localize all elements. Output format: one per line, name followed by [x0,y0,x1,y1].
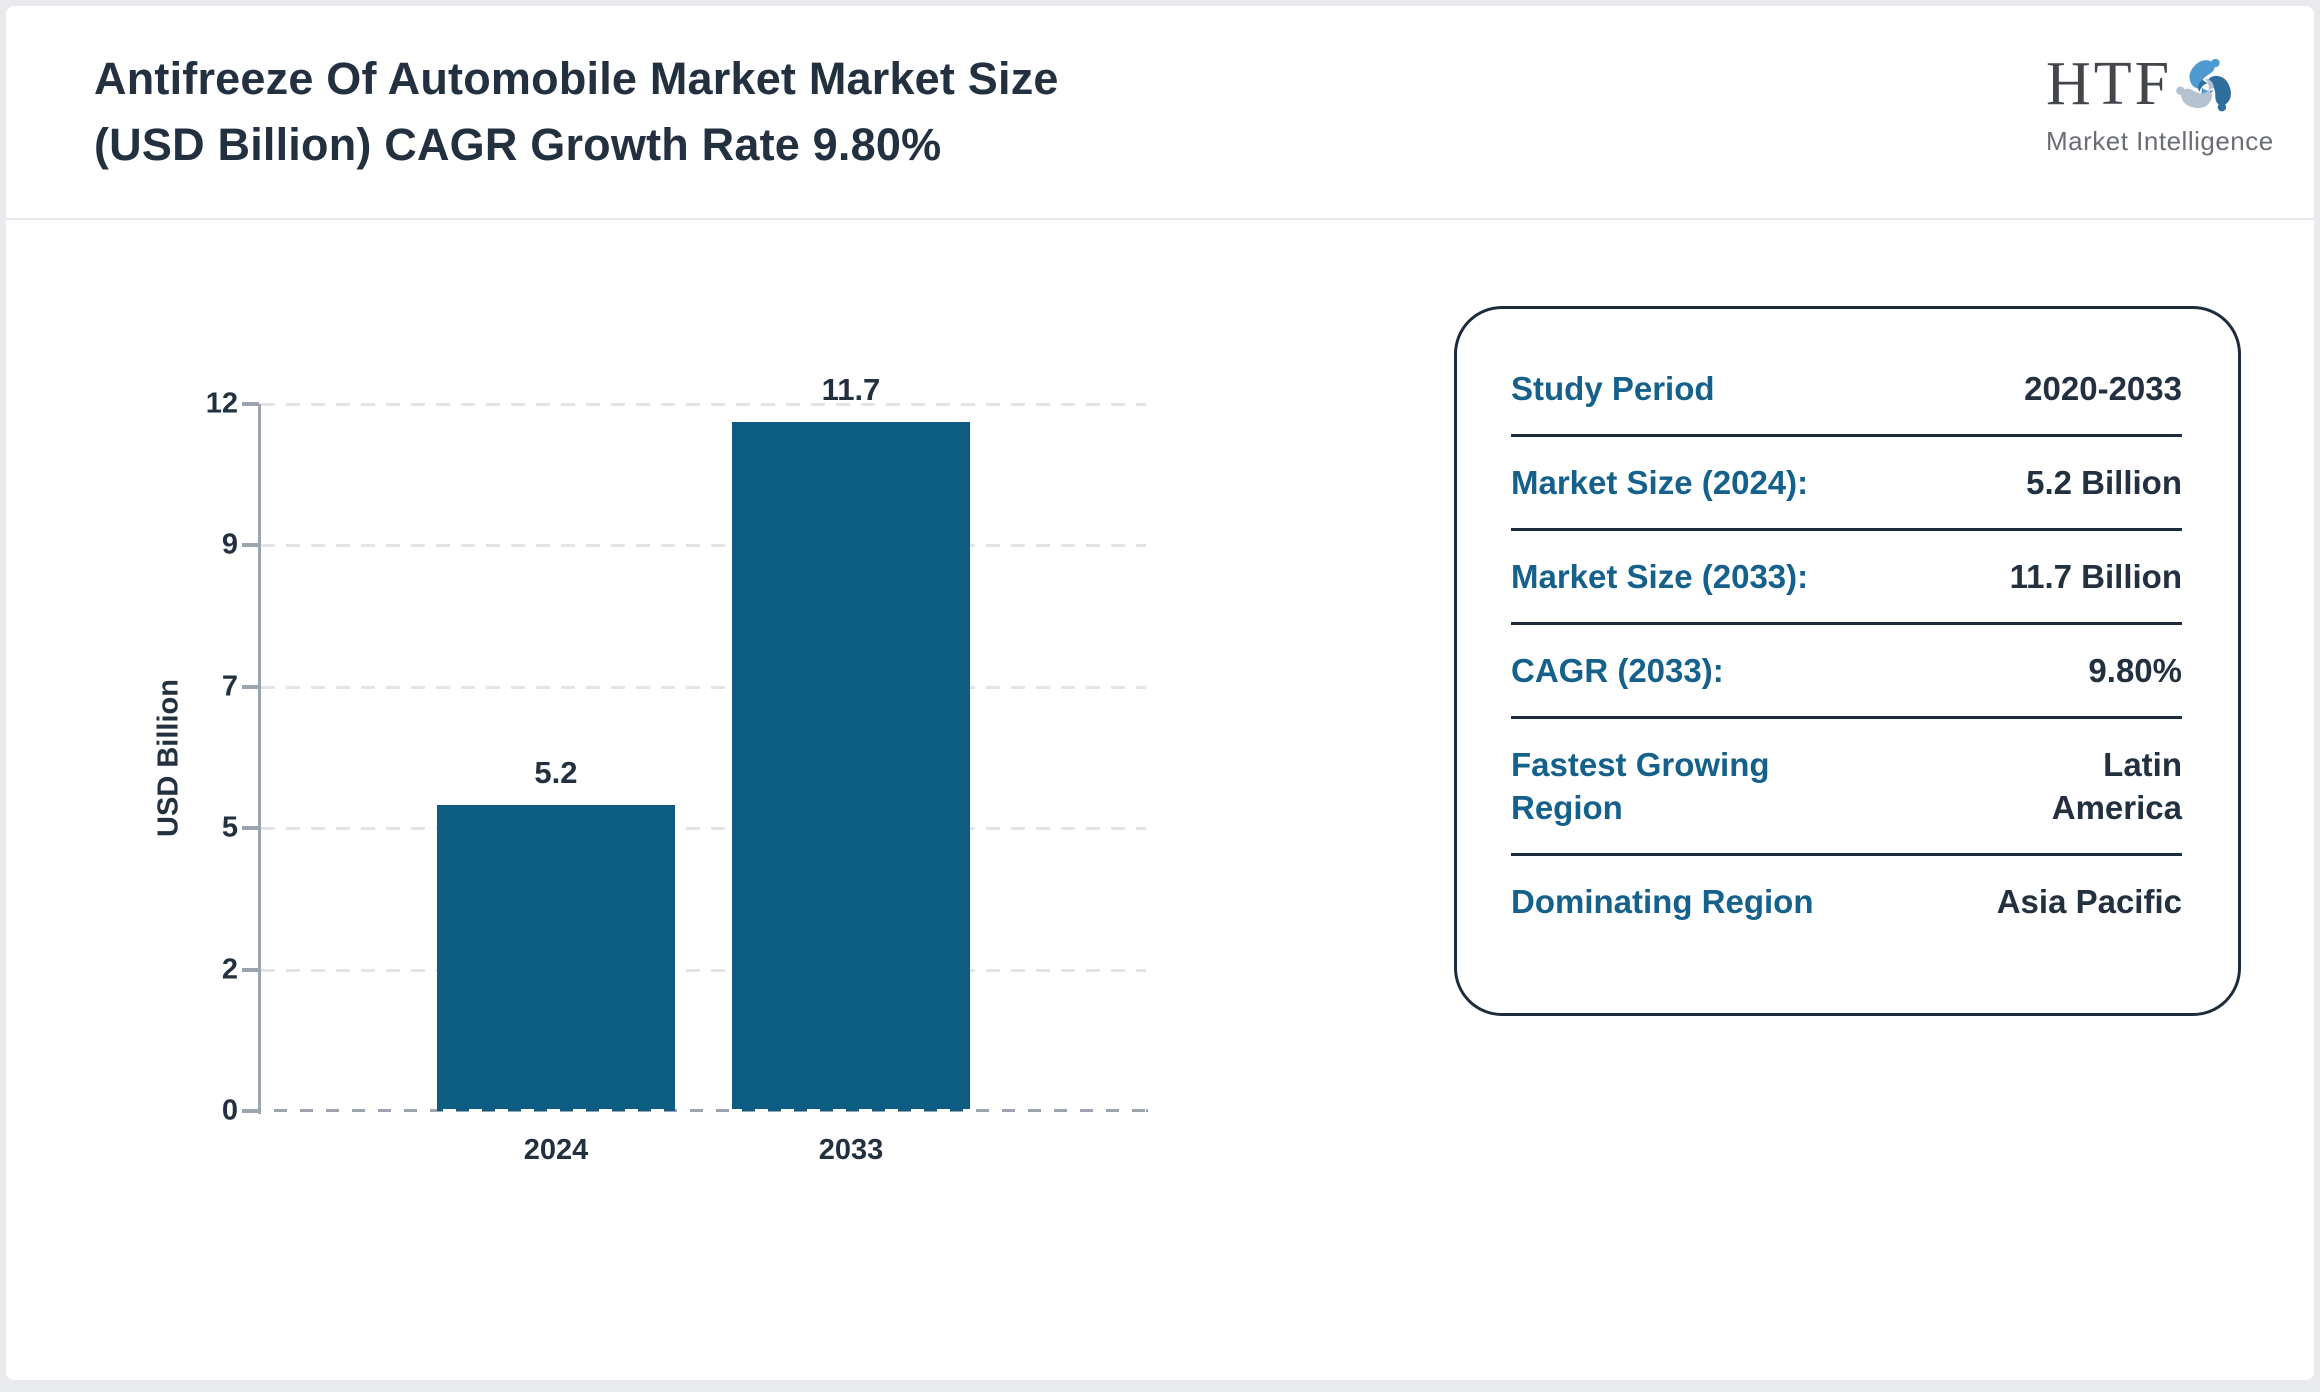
panel-row-cagr: CAGR (2033): 9.80% [1511,625,2182,719]
bar-chart: USD Billion 0 2 5 7 9 12 5.2 11.7 2024 2033 [6,236,1256,1186]
gridline-5 [261,827,1146,831]
y-tick-mark [242,543,259,548]
y-tick-label-7: 7 [221,670,238,703]
panel-label: Dominating Region [1511,883,1814,920]
panel-value: Latin America [2051,746,2182,826]
y-tick-mark [242,826,259,831]
panel-row-market-size-2033: Market Size (2033): 11.7 Billion [1511,531,2182,625]
gridline-9 [261,544,1146,548]
header-divider [6,218,2314,220]
panel-label: Fastest Growing Region [1511,746,1770,826]
report-card: Antifreeze Of Automobile Market Market S… [6,6,2314,1380]
y-tick-label-2: 2 [221,953,238,986]
bar-value-label-2033: 11.7 [821,371,881,407]
chart-plot-area: 5.2 11.7 [261,372,1146,1113]
market-info-panel: Study Period 2020-2033 Market Size (2024… [1454,306,2241,1016]
page-title-line2: (USD Billion) CAGR Growth Rate 9.80% [94,119,942,170]
y-tick-labels: 0 2 5 7 9 12 [126,389,238,1125]
panel-row-fastest-growing-region: Fastest Growing Region Latin America [1511,719,2182,856]
bar-2024 [436,804,676,1111]
bar-2033 [731,421,971,1111]
y-axis-line [258,404,261,1114]
panel-label: Market Size (2033): [1511,558,1809,595]
panel-value: 5.2 Billion [2026,464,2182,501]
panel-value: 11.7 Billion [2009,558,2182,595]
gridline-12 [261,403,1146,406]
logo-subtext: Market Intelligence [2046,126,2274,156]
panel-value: 9.80% [2088,652,2182,689]
y-tick-label-9: 9 [221,528,238,561]
panel-label: Study Period [1511,370,1715,407]
logo-swirl-icon [2176,58,2232,112]
y-tick-mark [242,1109,259,1113]
x-tick-label-2024: 2024 [523,1134,589,1166]
panel-value: Asia Pacific [1996,883,2182,920]
htf-logo: HTF Market Intelligence [2046,44,2274,157]
page-title-line1: Antifreeze Of Automobile Market Market S… [94,53,1059,104]
y-tick-label-5: 5 [221,811,238,844]
y-tick-label-0: 0 [221,1094,238,1127]
panel-row-dominating-region: Dominating Region Asia Pacific [1511,856,2182,947]
y-tick-mark [242,967,259,972]
panel-label: CAGR (2033): [1511,652,1724,689]
y-tick-mark [242,684,259,689]
x-tick-labels: 2024 2033 [261,1134,1146,1174]
page-title: Antifreeze Of Automobile Market Market S… [94,46,1059,178]
panel-label: Market Size (2024): [1511,464,1809,501]
x-tick-label-2033: 2033 [818,1134,884,1166]
panel-row-market-size-2024: Market Size (2024): 5.2 Billion [1511,437,2182,531]
y-tick-mark [242,402,259,406]
y-tick-marks [242,402,259,1113]
gridline-7 [261,685,1146,689]
panel-value: 2020-2033 [2024,370,2182,407]
zero-gridline [261,1109,1146,1113]
panel-row-study-period: Study Period 2020-2033 [1511,339,2182,437]
logo-text: HTF [2046,50,2173,118]
y-tick-label-12: 12 [205,387,238,420]
gridline-2 [261,968,1146,972]
bar-value-label-2024: 5.2 [534,754,578,790]
